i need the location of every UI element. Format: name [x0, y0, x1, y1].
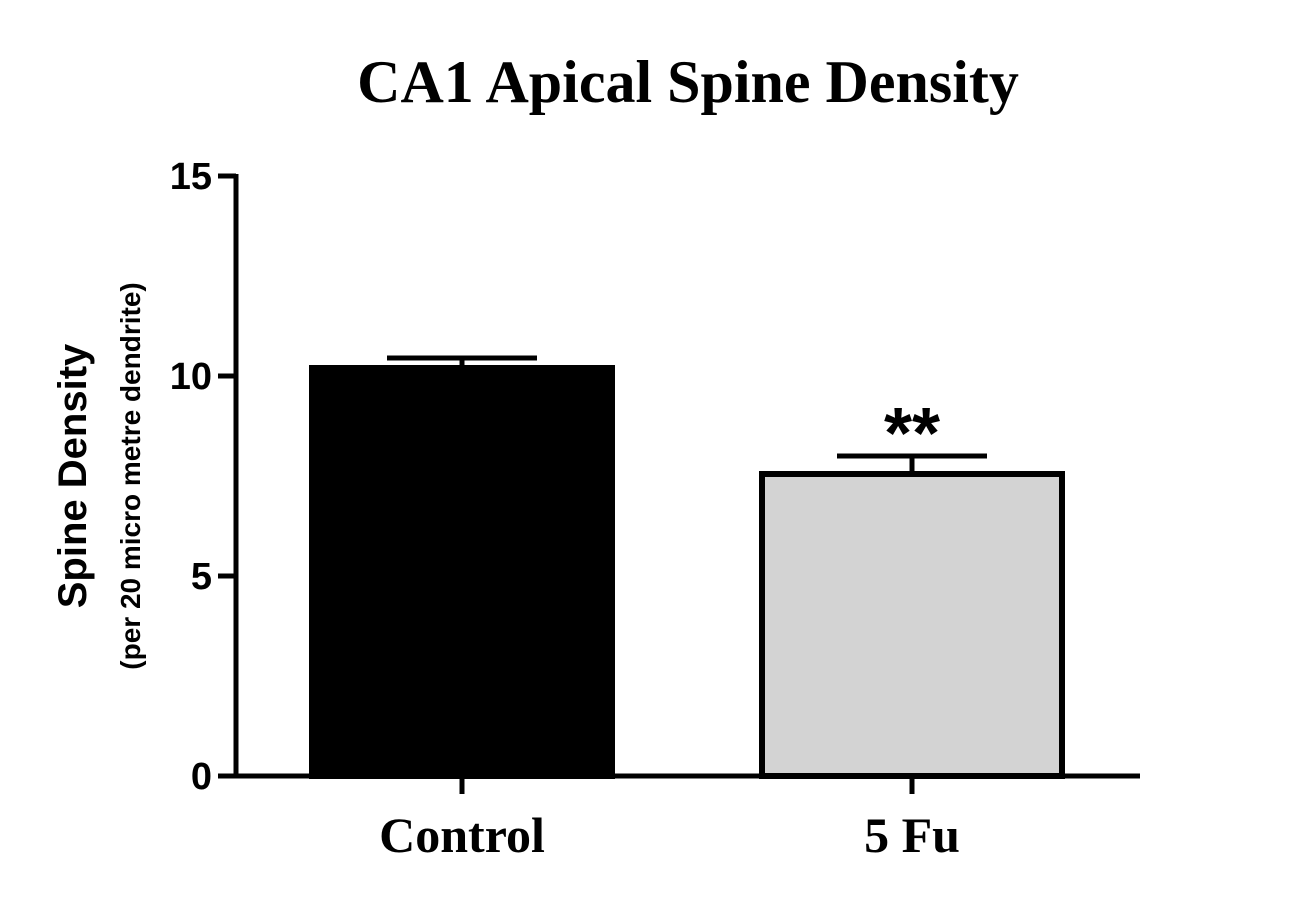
y-axis-label: Spine Density: [51, 343, 95, 608]
bar-5-fu: [759, 471, 1065, 779]
chart-title: CA1 Apical Spine Density: [357, 49, 1019, 115]
y-tick-label-15: 15: [170, 156, 212, 198]
y-axis-sublabel: (per 20 micro metre dendrite): [115, 282, 146, 669]
significance-annotation: **: [884, 394, 940, 474]
x-tick-label-5-fu: 5 Fu: [864, 807, 960, 863]
plot-area: ** 0 5 10 15 Control 5 Fu: [170, 156, 1140, 863]
y-tick-label-0: 0: [191, 756, 212, 798]
y-tick-label-5: 5: [191, 556, 212, 598]
y-tick-label-10: 10: [170, 356, 212, 398]
x-tick-label-control: Control: [379, 807, 545, 863]
bar-control: [309, 365, 615, 779]
